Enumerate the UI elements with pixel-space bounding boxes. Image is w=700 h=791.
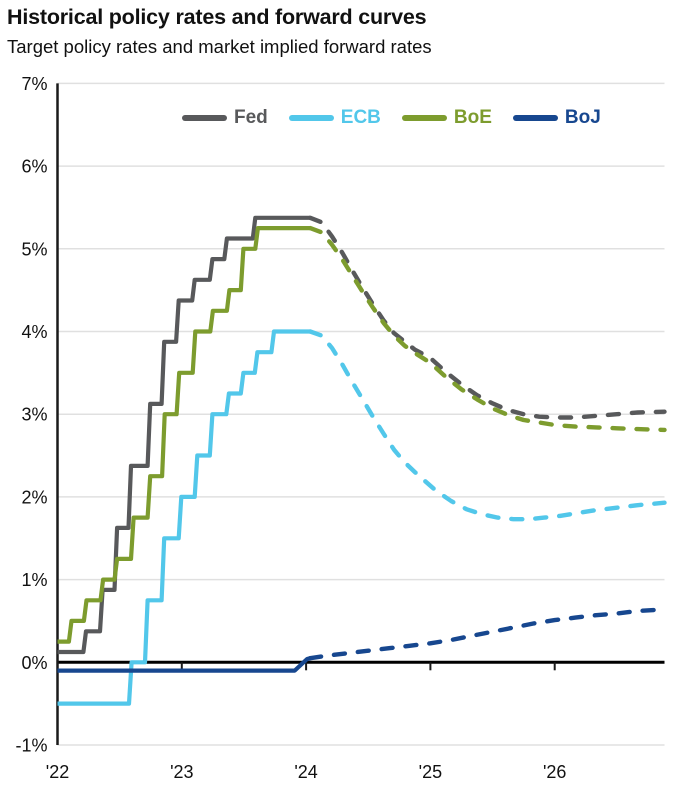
y-tick-label--1%: -1% xyxy=(15,736,47,756)
fed-line-swatch xyxy=(182,115,227,121)
legend-label-boj: BoJ xyxy=(564,107,601,128)
legend-label-fed: Fed xyxy=(234,107,268,128)
legend-item-fed: Fed xyxy=(182,107,268,129)
boe-line-swatch xyxy=(401,115,447,121)
chart-subtitle: Target policy rates and market implied f… xyxy=(7,36,432,57)
y-tick-label-6%: 6% xyxy=(21,157,47,177)
y-tick-label-0%: 0% xyxy=(21,653,47,673)
x-tick-label-'25: '25 xyxy=(419,762,442,782)
x-tick-label-'26: '26 xyxy=(543,762,566,782)
y-tick-label-5%: 5% xyxy=(21,239,47,259)
chart-legend: Fed ECB BoE BoJ xyxy=(182,107,601,129)
legend-item-ecb: ECB xyxy=(288,107,381,129)
series-fed-forward xyxy=(308,215,667,420)
legend-item-boj: BoJ xyxy=(512,107,601,129)
series-boe-forward xyxy=(308,225,667,433)
series-ecb-historical xyxy=(57,329,311,706)
series-ecb-forward xyxy=(308,329,667,522)
x-tick-label-'23: '23 xyxy=(170,762,193,782)
legend-label-boe: BoE xyxy=(453,107,492,128)
series-boj-historical xyxy=(57,656,311,673)
x-tick-label-'22: '22 xyxy=(46,762,69,782)
chart-title: Historical policy rates and forward curv… xyxy=(7,5,427,29)
boj-line-swatch xyxy=(512,115,558,121)
y-tick-label-3%: 3% xyxy=(21,405,47,425)
x-tick-label-'24: '24 xyxy=(294,762,317,782)
series-boe-historical xyxy=(57,226,311,644)
y-tick-label-1%: 1% xyxy=(21,570,47,590)
y-tick-label-2%: 2% xyxy=(21,487,47,507)
series-boj-forward xyxy=(308,607,667,661)
legend-item-boe: BoE xyxy=(401,107,492,129)
series-fed-historical xyxy=(57,215,311,655)
ecb-line-swatch xyxy=(288,115,334,121)
y-tick-label-4%: 4% xyxy=(21,322,47,342)
y-tick-label-7%: 7% xyxy=(21,74,47,94)
legend-label-ecb: ECB xyxy=(340,107,381,128)
